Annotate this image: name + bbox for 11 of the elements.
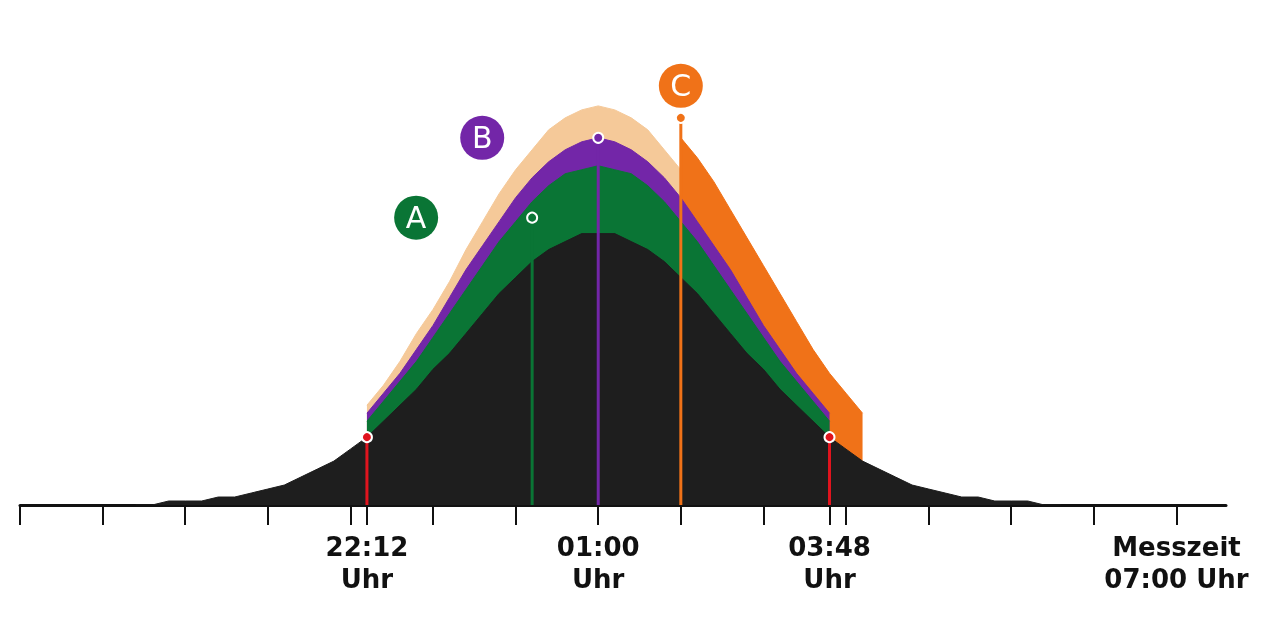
- text: A: [405, 200, 427, 236]
- point: [526, 211, 539, 224]
- x-tick-label: 22:12 Uhr: [325, 532, 409, 594]
- x-tick-label: 03:48 Uhr: [788, 532, 871, 594]
- text: B: [471, 120, 493, 156]
- point: [592, 131, 605, 144]
- x-tick-label: Messzeit 07:00 Uhr: [1104, 532, 1249, 594]
- point: [360, 431, 373, 444]
- x-tick-label: 01:00 Uhr: [556, 532, 640, 594]
- point: [823, 431, 836, 444]
- series-label: C: [670, 68, 692, 104]
